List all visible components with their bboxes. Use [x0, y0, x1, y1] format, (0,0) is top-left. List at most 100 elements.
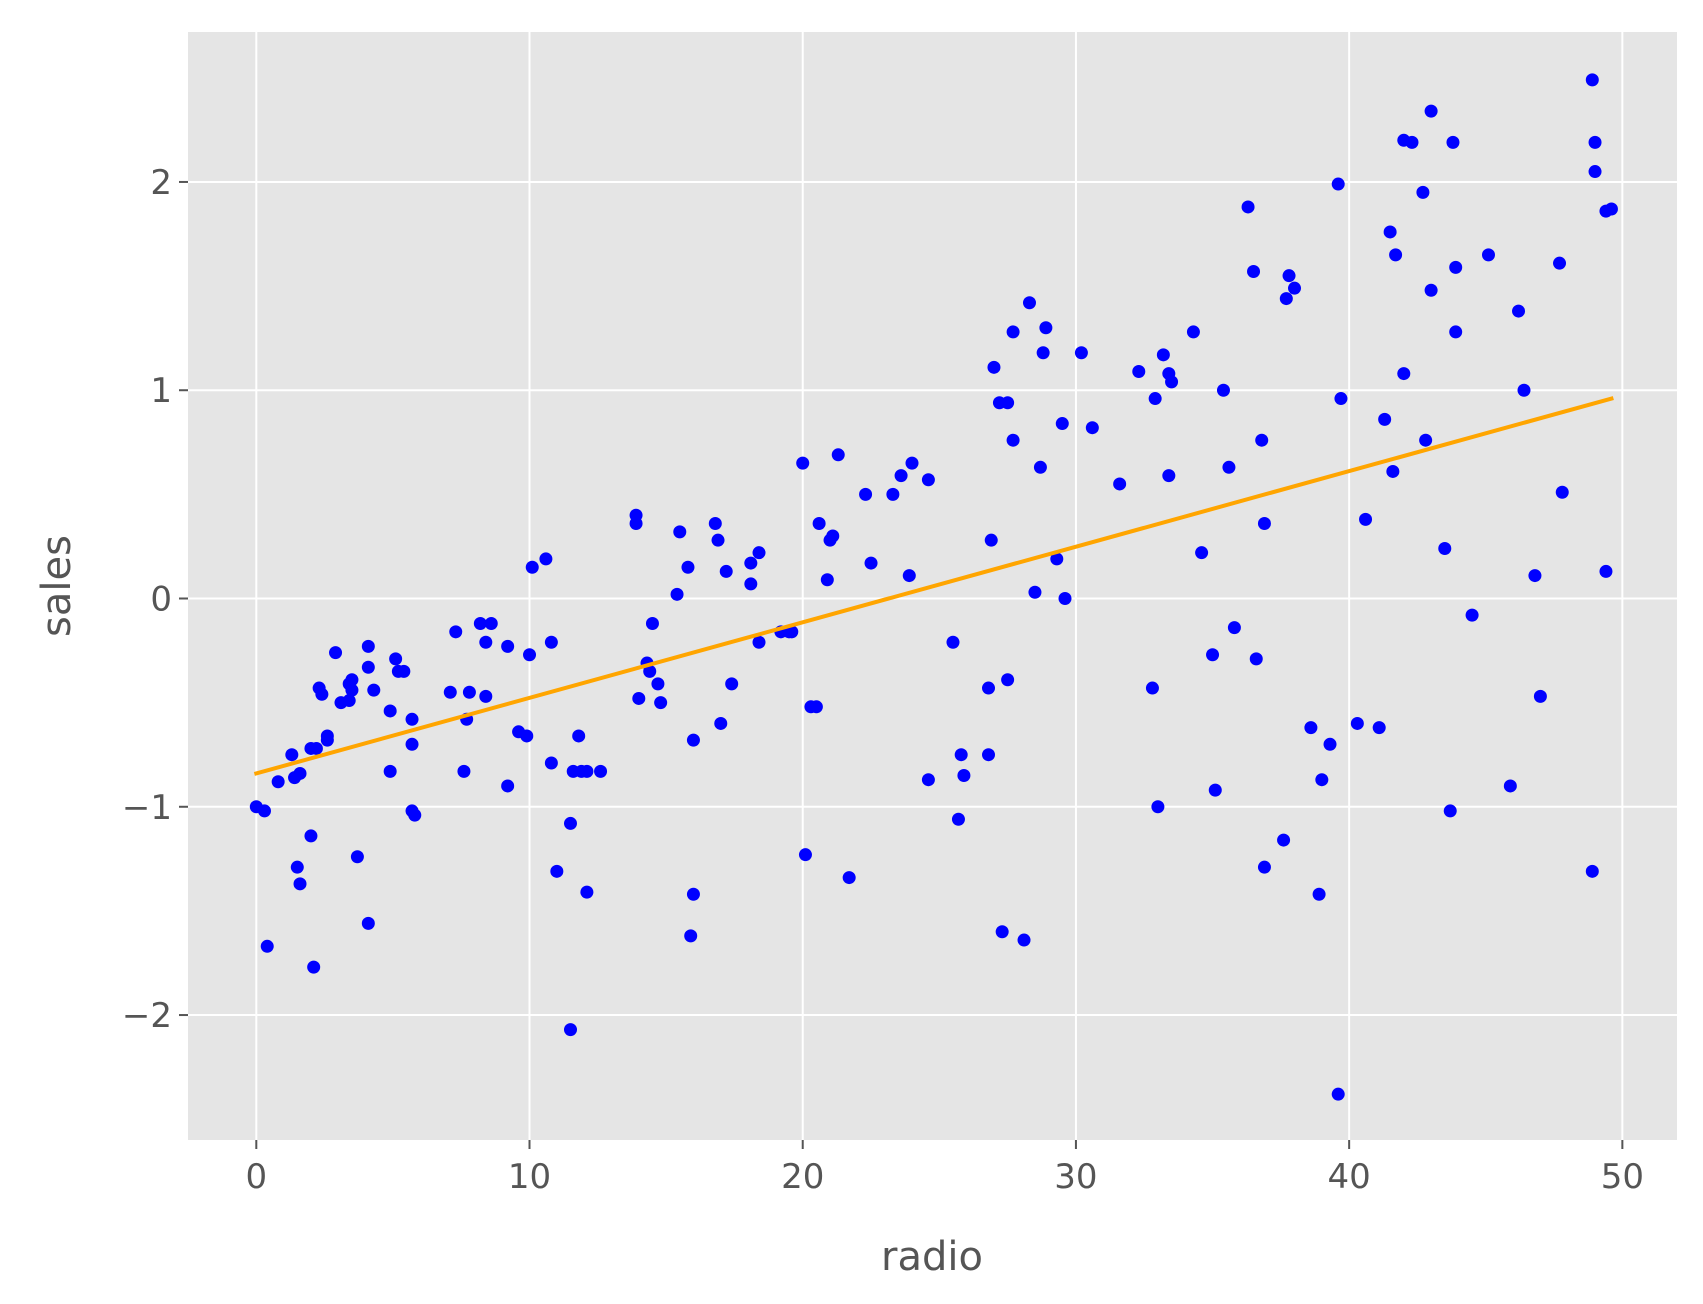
data-point: [894, 469, 908, 483]
data-point: [563, 1023, 577, 1037]
data-point: [1512, 304, 1526, 318]
data-point: [1006, 433, 1020, 447]
data-point: [902, 569, 916, 583]
data-point: [367, 683, 381, 697]
data-point: [673, 525, 687, 539]
data-point: [580, 764, 594, 778]
data-point: [1145, 681, 1159, 695]
data-point: [686, 887, 700, 901]
data-point: [796, 456, 810, 470]
data-point: [1424, 104, 1438, 118]
data-point: [1585, 73, 1599, 87]
data-point: [443, 685, 457, 699]
data-point: [307, 960, 321, 974]
data-point: [479, 635, 493, 649]
data-point: [1249, 652, 1263, 666]
data-point: [1405, 135, 1419, 149]
data-point: [484, 616, 498, 630]
data-point: [1001, 673, 1015, 687]
data-point: [1465, 608, 1479, 622]
data-point: [309, 741, 323, 755]
data-point: [708, 517, 722, 531]
y-tick-label: −1: [122, 788, 172, 828]
data-point: [957, 769, 971, 783]
data-point: [1074, 346, 1088, 360]
data-point: [405, 737, 419, 751]
data-point: [645, 616, 659, 630]
data-point: [544, 635, 558, 649]
data-point: [1588, 135, 1602, 149]
data-point: [987, 360, 1001, 374]
data-point: [457, 764, 471, 778]
data-point: [1517, 383, 1531, 397]
data-point: [684, 929, 698, 943]
data-point: [1481, 248, 1495, 262]
data-point: [1378, 412, 1392, 426]
data-point: [1312, 887, 1326, 901]
fit-line: [253, 396, 1614, 776]
data-point: [271, 775, 285, 789]
data-point: [643, 664, 657, 678]
data-point: [1165, 375, 1179, 389]
data-point: [405, 712, 419, 726]
data-point: [563, 816, 577, 830]
data-point: [350, 850, 364, 864]
data-point: [383, 704, 397, 718]
data-point: [744, 556, 758, 570]
data-point: [1315, 773, 1329, 787]
data-point: [1151, 800, 1165, 814]
data-point: [886, 487, 900, 501]
data-point: [670, 587, 684, 601]
data-point: [594, 764, 608, 778]
data-point: [1555, 485, 1569, 499]
y-tick-label: 1: [150, 371, 172, 411]
data-point: [654, 696, 668, 710]
data-point: [1017, 933, 1031, 947]
data-point: [1206, 648, 1220, 662]
data-point: [408, 808, 422, 822]
data-point: [1288, 281, 1302, 295]
data-point: [1148, 392, 1162, 406]
data-point: [1331, 1087, 1345, 1101]
data-point: [725, 677, 739, 691]
data-point: [681, 560, 695, 574]
data-point: [523, 648, 537, 662]
data-point: [290, 860, 304, 874]
data-point: [1443, 804, 1457, 818]
data-point: [1222, 460, 1236, 474]
data-point: [1162, 469, 1176, 483]
x-tick-label: 20: [781, 1157, 824, 1197]
data-point: [1359, 512, 1373, 526]
data-point: [812, 517, 826, 531]
data-point: [1588, 165, 1602, 179]
data-point: [809, 700, 823, 714]
data-point: [1257, 517, 1271, 531]
data-point: [826, 529, 840, 543]
data-point: [785, 625, 799, 639]
data-point: [389, 652, 403, 666]
data-point: [1085, 421, 1099, 435]
data-point: [1416, 185, 1430, 199]
data-point: [1255, 433, 1269, 447]
data-point: [946, 635, 960, 649]
data-point: [544, 756, 558, 770]
y-axis-label: sales: [34, 535, 80, 637]
data-point: [1397, 367, 1411, 381]
data-point: [1585, 864, 1599, 878]
x-tick-label: 30: [1054, 1157, 1097, 1197]
data-point: [954, 748, 968, 762]
data-point: [1438, 542, 1452, 556]
x-tick-label: 0: [245, 1157, 267, 1197]
data-point: [1528, 569, 1542, 583]
data-point: [1050, 552, 1064, 566]
data-point: [1277, 833, 1291, 847]
data-point: [1006, 325, 1020, 339]
data-point: [719, 564, 733, 578]
data-point: [714, 716, 728, 730]
x-tick-label: 10: [508, 1157, 551, 1197]
data-point: [831, 448, 845, 462]
data-point: [1372, 721, 1386, 735]
data-point: [1001, 396, 1015, 410]
data-point: [1022, 296, 1036, 310]
